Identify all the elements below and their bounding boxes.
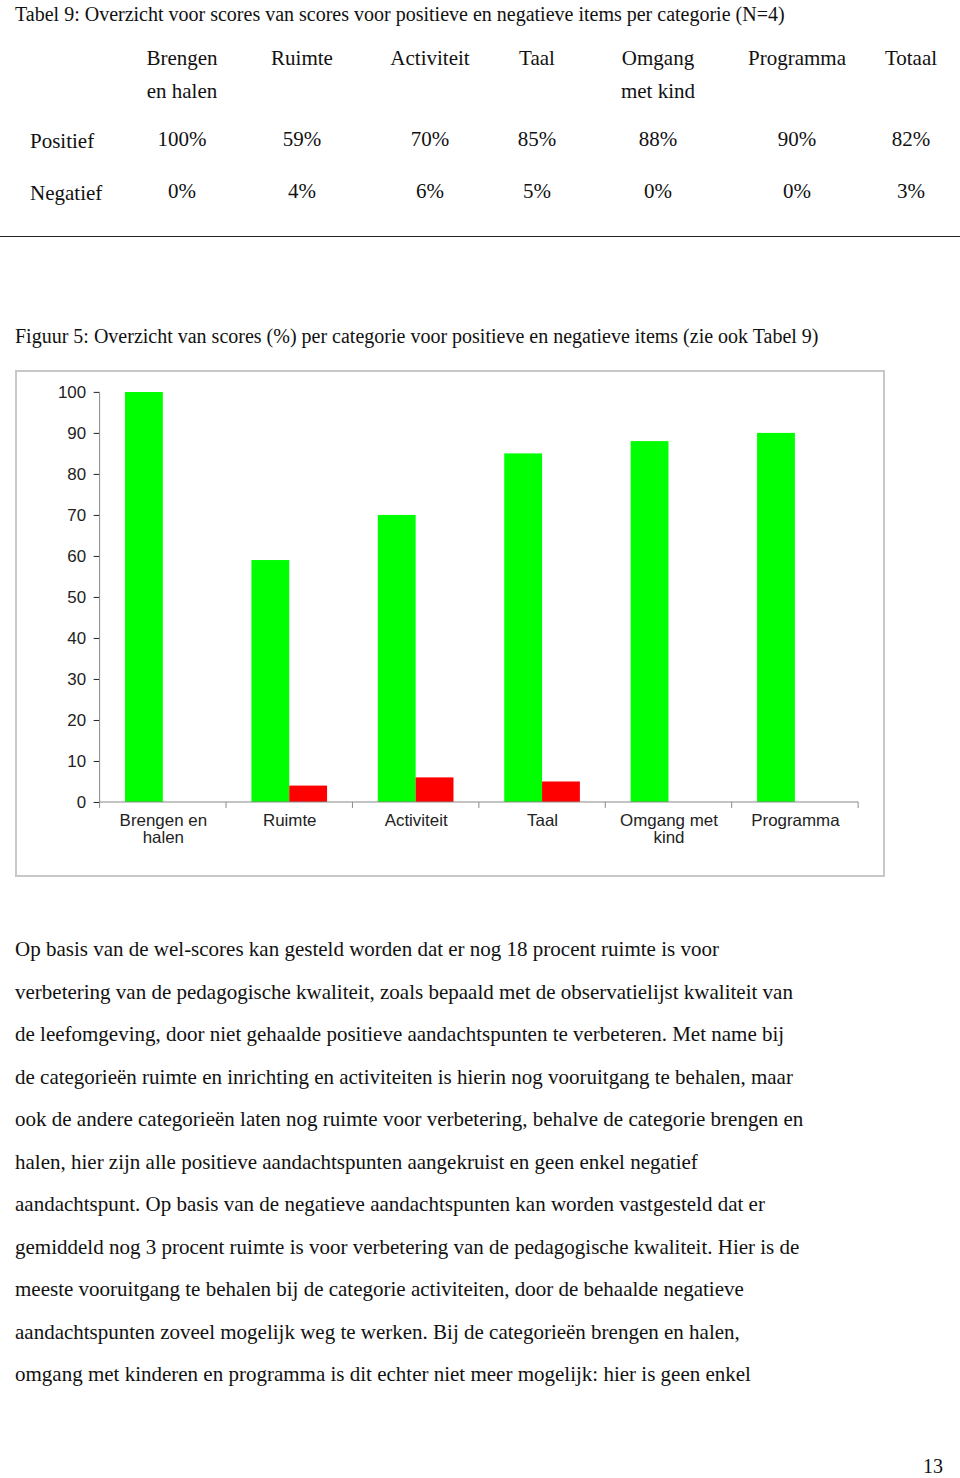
- html-text:Tabel 9: Overzicht voor scores: Tabel 9: Overzicht voor scores van score…: [15, 3, 785, 25]
- html-text:Positief: Positief: [30, 129, 95, 153]
- svg-text:80: 80: [67, 465, 86, 484]
- html-text:ook de andere categorieën late: ook de andere categorieën laten nog ruim…: [15, 1107, 804, 1131]
- html-text:de categorieën ruimte en inric: de categorieën ruimte en inrichting en a…: [15, 1064, 793, 1089]
- svg-text:Taal: Taal: [527, 811, 558, 830]
- html-text:Taal: Taal: [519, 46, 555, 70]
- svg-text:30: 30: [67, 670, 86, 689]
- html-text:aandachtspunten zoveel mogelij: aandachtspunten zoveel mogelijk weg te w…: [15, 1319, 740, 1344]
- html-text:Totaal: Totaal: [884, 46, 938, 70]
- html-text:Omgang: Omgang: [621, 46, 695, 70]
- html-text:4%: 4%: [288, 179, 316, 203]
- svg-text:90: 90: [67, 424, 86, 443]
- html-text:met kind: met kind: [621, 79, 695, 103]
- svg-text:Omgang metkind: Omgang metkind: [620, 811, 718, 847]
- html-text:88%: 88%: [638, 127, 678, 151]
- svg-text:Brengen enhalen: Brengen enhalen: [120, 811, 207, 847]
- svg-text:Activiteit: Activiteit: [385, 811, 448, 830]
- html-text:Activiteit: Activiteit: [390, 46, 470, 70]
- svg-text:20: 20: [67, 711, 86, 730]
- html-text:Op basis van de wel-scores kan: Op basis van de wel-scores kan gesteld w…: [15, 937, 719, 961]
- html-text:0%: 0%: [644, 179, 672, 203]
- html-text:70%: 70%: [410, 127, 450, 151]
- html-text:Ruimte: Ruimte: [271, 46, 333, 70]
- svg-text:60: 60: [67, 547, 86, 566]
- html-text:90%: 90%: [777, 127, 817, 151]
- html-text:100%: 100%: [157, 127, 207, 151]
- html-text:Programma: Programma: [748, 46, 846, 70]
- html-text:Negatief: Negatief: [30, 181, 103, 205]
- html-text:Brengen: Brengen: [146, 46, 218, 70]
- html-text:13: 13: [923, 1455, 943, 1477]
- svg-text:Programma: Programma: [751, 811, 840, 830]
- svg-text:Ruimte: Ruimte: [263, 811, 317, 830]
- html-text:en halen: en halen: [146, 79, 218, 103]
- svg-text:10: 10: [67, 752, 86, 771]
- svg-text:40: 40: [67, 629, 86, 648]
- html-text:6%: 6%: [416, 179, 444, 203]
- html-text:0%: 0%: [168, 179, 196, 203]
- html-text:82%: 82%: [891, 127, 931, 151]
- html-text:aandachtspunt. Op basis van de: aandachtspunt. Op basis van de negatieve…: [15, 1192, 765, 1216]
- svg-text:100: 100: [58, 383, 86, 402]
- html-text:Figuur 5: Overzicht van scores: Figuur 5: Overzicht van scores (%) per c…: [15, 325, 819, 347]
- html-text:5%: 5%: [523, 179, 551, 203]
- html-text:59%: 59%: [282, 127, 322, 151]
- svg-text:50: 50: [67, 588, 86, 607]
- html-text:verbetering van de pedagogisch: verbetering van de pedagogische kwalitei…: [15, 979, 793, 1004]
- html-text:0%: 0%: [783, 179, 811, 203]
- html-text:85%: 85%: [517, 127, 557, 151]
- svg-text:70: 70: [67, 506, 86, 525]
- html-text:3%: 3%: [897, 179, 925, 203]
- html-text:gemiddeld nog 3 procent ruimte: gemiddeld nog 3 procent ruimte is voor v…: [15, 1234, 800, 1259]
- html-text:omgang met kinderen en program: omgang met kinderen en programma is dit …: [15, 1362, 751, 1386]
- html-text:de leefomgeving, door niet geh: de leefomgeving, door niet gehaalde posi…: [15, 1022, 785, 1046]
- html-text:meeste vooruitgang te behalen: meeste vooruitgang te behalen bij de cat…: [15, 1277, 744, 1301]
- html-text:halen, hier zijn alle positiev: halen, hier zijn alle positieve aandacht…: [15, 1149, 698, 1174]
- svg-text:0: 0: [77, 793, 86, 812]
